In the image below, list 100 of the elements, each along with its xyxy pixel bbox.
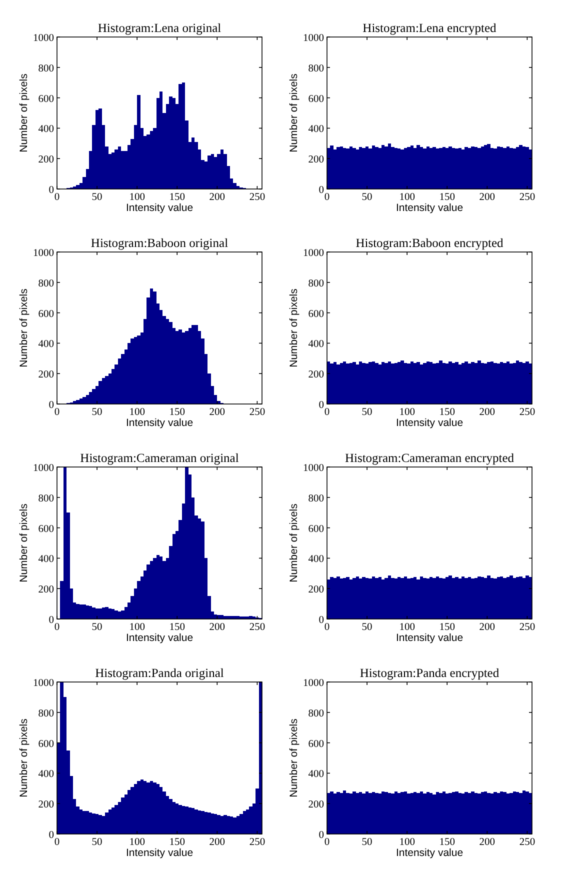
x-tick-label: 150 — [169, 622, 185, 633]
x-tick-label: 150 — [169, 192, 185, 203]
x-axis-title: Intensity value — [126, 202, 194, 214]
y-tick-label: 0 — [318, 830, 324, 841]
y-axis-title: Number of pixels — [288, 718, 300, 798]
y-tick-label: 0 — [318, 615, 324, 626]
y-tick-label: 200 — [308, 800, 324, 811]
y-axis-title: Number of pixels — [288, 74, 300, 152]
x-axis-title: Intensity value — [396, 417, 464, 429]
y-tick-label: 1000 — [33, 678, 54, 689]
chart-title: Histogram:Cameraman encrypted — [344, 451, 515, 465]
x-tick-label: 200 — [209, 407, 226, 418]
y-tick-label: 600 — [38, 738, 54, 750]
x-axis-title: Intensity value — [396, 632, 464, 644]
y-tick-label: 600 — [308, 94, 324, 105]
x-tick-label: 250 — [519, 622, 536, 633]
x-tick-label: 250 — [249, 622, 266, 633]
y-tick-label: 1000 — [303, 33, 324, 44]
y-tick-label: 0 — [48, 400, 54, 411]
y-tick-label: 200 — [38, 154, 54, 166]
x-tick-label: 100 — [129, 192, 145, 203]
x-tick-label: 250 — [519, 837, 536, 848]
y-tick-label: 800 — [308, 493, 324, 504]
x-tick-label: 100 — [129, 622, 145, 633]
y-axis-title: Number of pixels — [288, 504, 300, 582]
x-tick-label: 50 — [362, 407, 372, 418]
x-axis-title: Intensity value — [396, 202, 464, 214]
y-tick-label: 800 — [38, 278, 54, 290]
y-axis-title: Number of pixels — [288, 288, 300, 368]
chart-title: Histogram:Baboon original — [90, 236, 229, 250]
x-axis-title: Intensity value — [396, 847, 464, 859]
y-tick-label: 600 — [308, 308, 324, 320]
x-tick-label: 200 — [479, 407, 496, 418]
x-tick-label: 250 — [249, 192, 266, 203]
x-tick-label: 250 — [519, 192, 536, 203]
x-tick-label: 100 — [399, 192, 415, 203]
y-tick-label: 1000 — [33, 463, 54, 474]
y-tick-label: 1000 — [303, 678, 324, 689]
y-tick-label: 600 — [308, 738, 324, 750]
y-tick-label: 400 — [308, 124, 324, 136]
x-axis-title: Intensity value — [126, 417, 194, 429]
y-tick-label: 0 — [318, 185, 324, 196]
x-tick-label: 200 — [479, 837, 496, 848]
x-tick-label: 50 — [92, 837, 102, 848]
y-tick-label: 600 — [308, 524, 324, 535]
x-tick-label: 50 — [92, 622, 102, 633]
x-tick-label: 100 — [399, 622, 415, 633]
y-tick-label: 800 — [308, 278, 324, 290]
x-tick-label: 100 — [399, 407, 415, 418]
y-tick-label: 800 — [308, 63, 324, 74]
x-tick-label: 150 — [169, 407, 185, 418]
x-tick-label: 250 — [519, 407, 536, 418]
x-tick-label: 250 — [249, 407, 266, 418]
y-tick-label: 400 — [38, 339, 54, 350]
x-tick-label: 200 — [479, 192, 496, 203]
y-axis-title: Number of pixels — [18, 718, 30, 798]
y-tick-label: 0 — [48, 830, 54, 841]
x-tick-label: 50 — [92, 407, 102, 418]
chart-title: Histogram:Panda original — [95, 666, 224, 680]
y-tick-label: 200 — [38, 370, 54, 381]
y-tick-label: 0 — [318, 400, 324, 411]
y-tick-label: 200 — [308, 154, 324, 166]
y-tick-label: 400 — [308, 339, 324, 350]
y-axis-title: Number of pixels — [18, 504, 30, 582]
y-tick-label: 800 — [38, 708, 54, 720]
x-tick-label: 200 — [209, 192, 226, 203]
y-tick-label: 600 — [38, 94, 54, 105]
y-tick-label: 200 — [308, 370, 324, 381]
y-tick-label: 800 — [308, 708, 324, 720]
y-tick-label: 200 — [308, 584, 324, 596]
x-tick-label: 100 — [399, 837, 415, 848]
x-tick-label: 100 — [129, 837, 145, 848]
y-tick-label: 1000 — [33, 33, 54, 44]
x-tick-label: 50 — [362, 622, 372, 633]
x-tick-label: 200 — [209, 837, 226, 848]
y-axis-title: Number of pixels — [18, 288, 30, 368]
y-tick-label: 400 — [38, 769, 54, 780]
y-tick-label: 0 — [48, 185, 54, 196]
x-tick-label: 50 — [362, 192, 372, 203]
y-tick-label: 400 — [38, 554, 54, 566]
x-tick-label: 100 — [129, 407, 145, 418]
x-tick-label: 150 — [439, 837, 455, 848]
x-tick-label: 150 — [439, 192, 455, 203]
y-tick-label: 800 — [38, 493, 54, 504]
y-tick-label: 1000 — [303, 463, 324, 474]
chart-title: Histogram:Baboon encrypted — [356, 236, 504, 250]
chart-title: Histogram:Panda encrypted — [360, 666, 500, 680]
x-tick-label: 200 — [479, 622, 496, 633]
y-tick-label: 600 — [38, 308, 54, 320]
x-tick-label: 150 — [169, 837, 185, 848]
x-axis-title: Intensity value — [126, 847, 194, 859]
y-tick-label: 400 — [308, 554, 324, 566]
y-tick-label: 200 — [38, 584, 54, 596]
chart-title: Histogram:Cameraman original — [80, 451, 240, 465]
chart-title: Histogram:Lena original — [98, 21, 222, 35]
x-tick-label: 200 — [209, 622, 226, 633]
x-tick-label: 250 — [249, 837, 266, 848]
chart-title: Histogram:Lena encrypted — [362, 21, 498, 35]
y-tick-label: 400 — [38, 124, 54, 136]
y-tick-label: 800 — [38, 63, 54, 74]
